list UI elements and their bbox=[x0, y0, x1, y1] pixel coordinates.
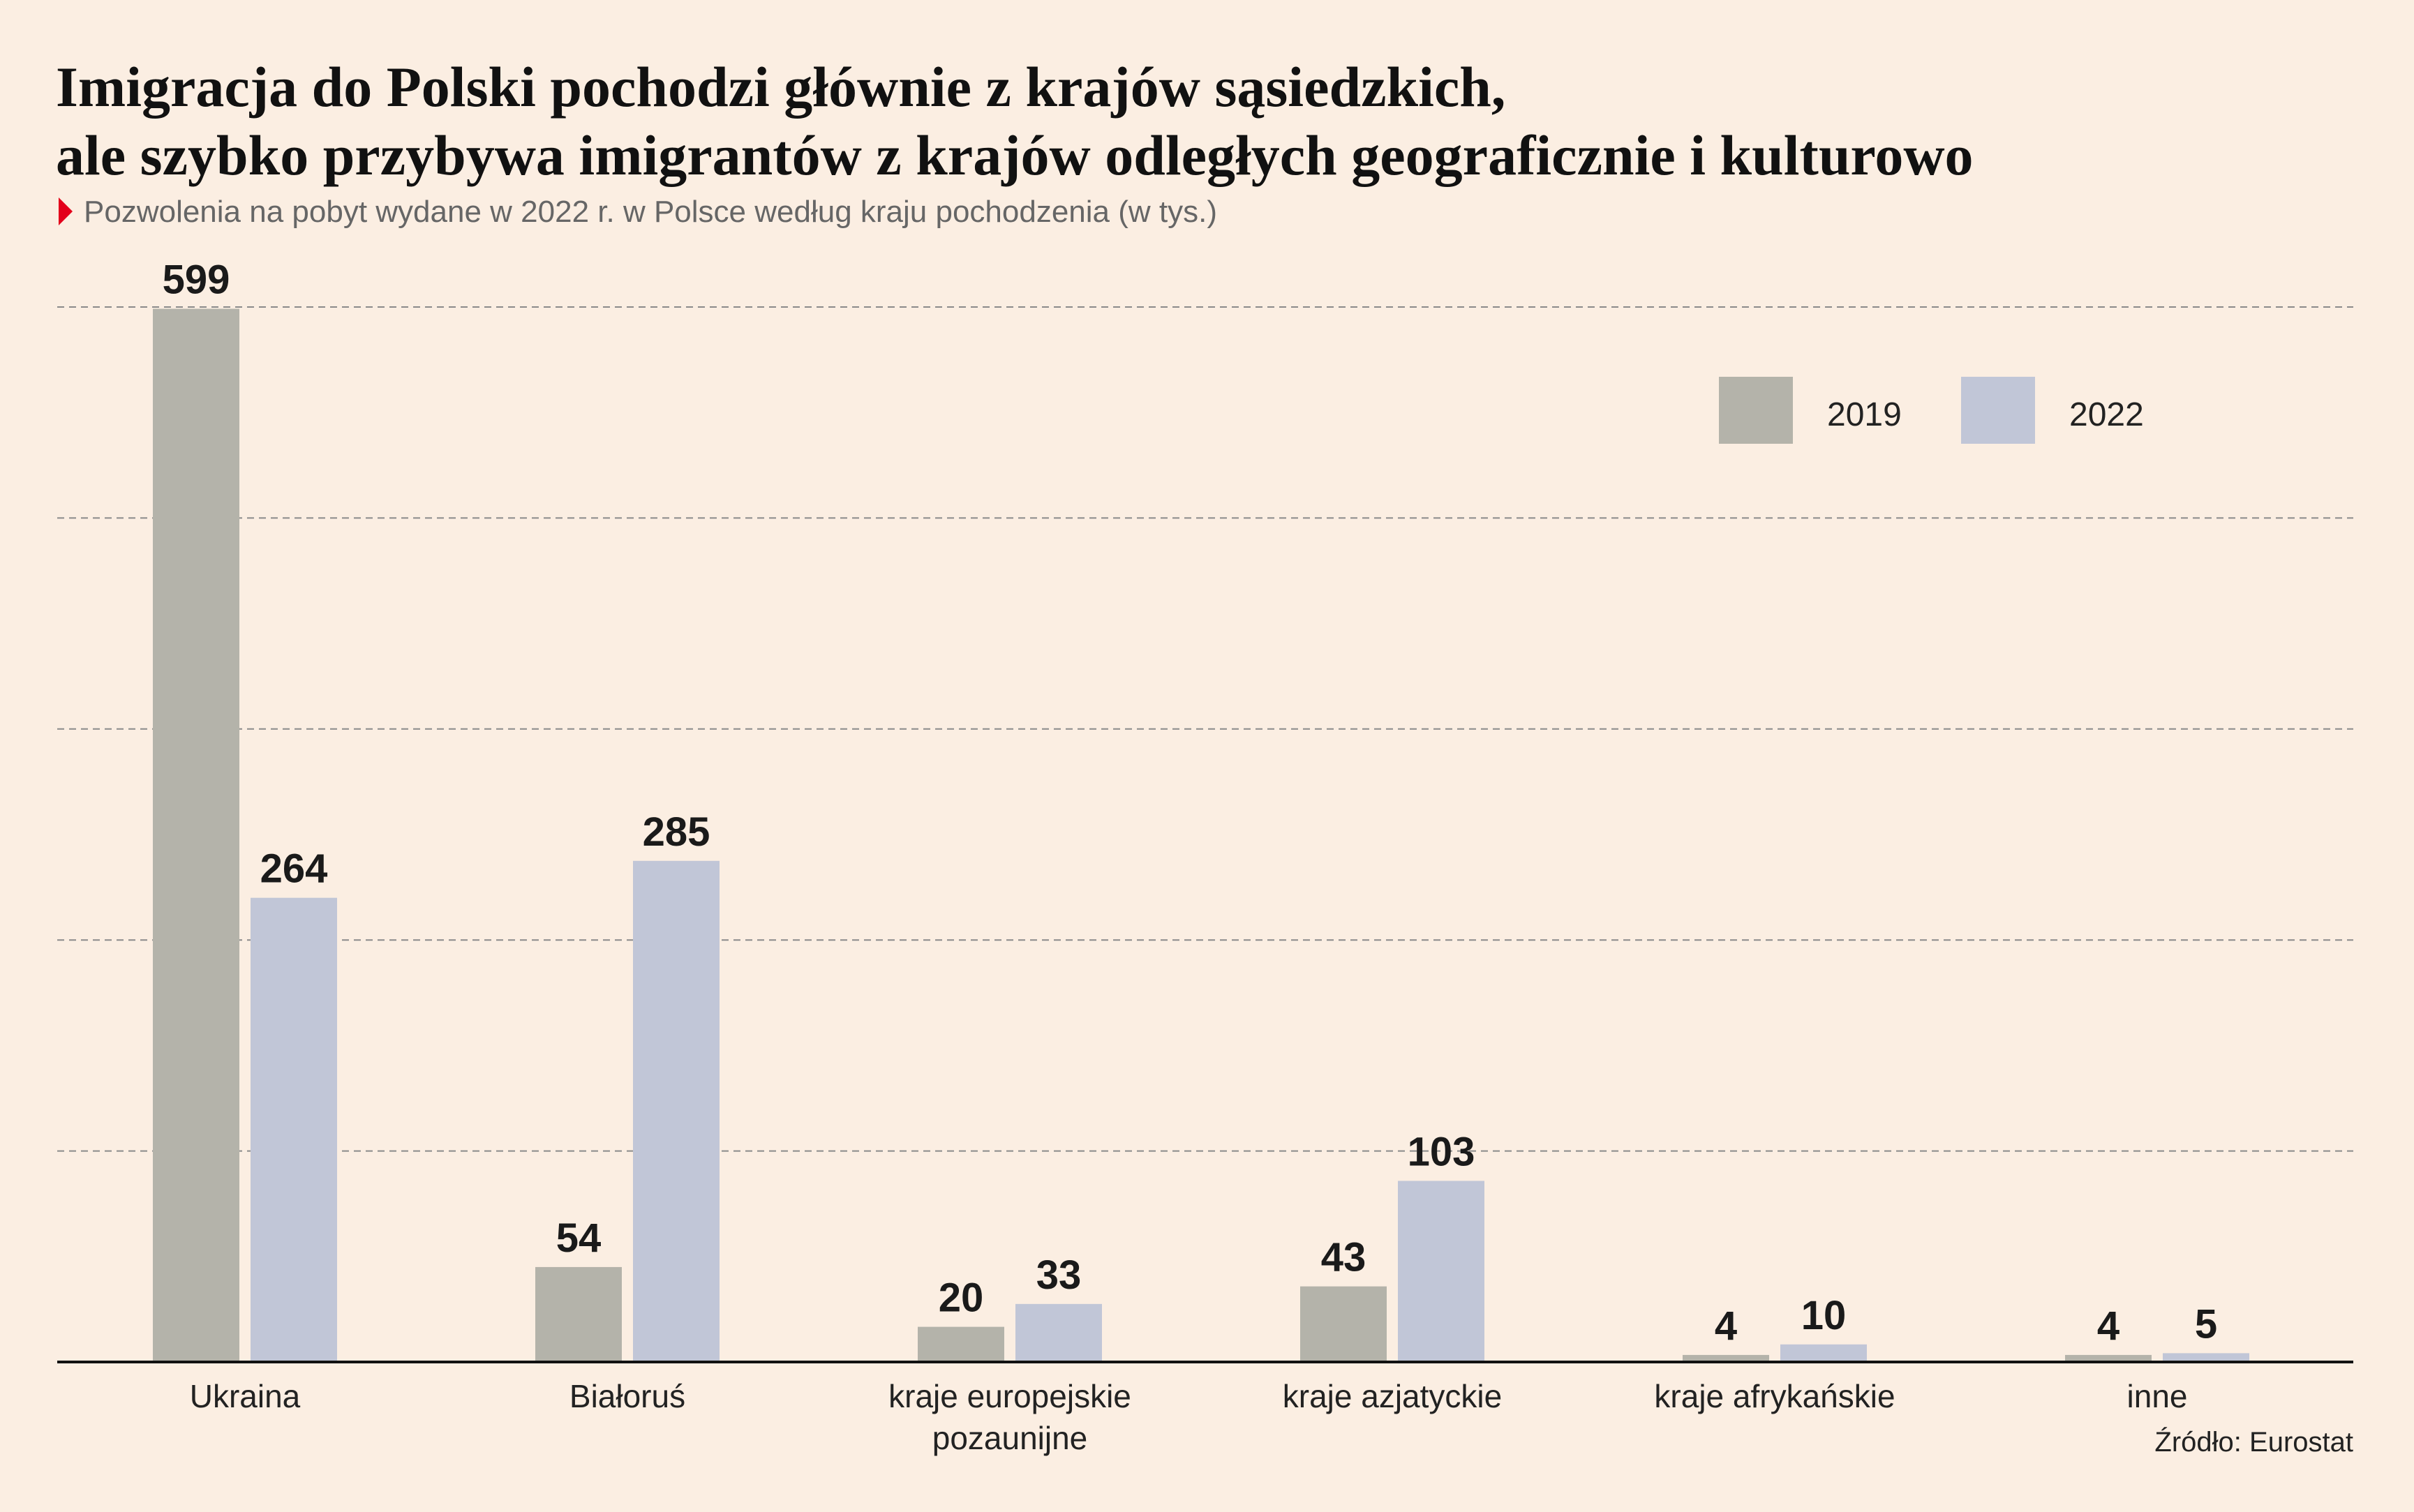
category-labels: Ukraina Białoruś kraje europejskie pozaunij… bbox=[190, 1378, 2188, 1456]
value-label-2019-4: 43 bbox=[1321, 1235, 1366, 1280]
value-label-2019-2: 54 bbox=[556, 1215, 602, 1261]
category-label-3-line-1: kraje europejskie bbox=[888, 1378, 1131, 1414]
bars bbox=[153, 308, 2249, 1362]
legend-label-2019: 2019 bbox=[1827, 396, 1902, 433]
bar-2019-4 bbox=[1300, 1286, 1387, 1362]
bar-2019-1 bbox=[153, 308, 239, 1362]
value-label-2022-4: 103 bbox=[1408, 1129, 1475, 1174]
chart-title-line-1: Imigracja do Polski pochodzi głównie z k… bbox=[56, 55, 1505, 119]
bar-2019-6 bbox=[2065, 1354, 2152, 1362]
category-label-2: Białoruś bbox=[569, 1378, 685, 1414]
value-label-2022-5: 10 bbox=[1801, 1293, 1847, 1338]
bar-2022-6 bbox=[2163, 1353, 2249, 1362]
legend-label-2022: 2022 bbox=[2069, 396, 2144, 433]
value-label-2022-2: 285 bbox=[643, 809, 710, 855]
legend: 2019 2022 bbox=[1719, 377, 2144, 444]
category-label-3-line-2: pozaunijne bbox=[932, 1420, 1088, 1456]
value-label-2022-1: 264 bbox=[260, 846, 328, 892]
category-label-6: inne bbox=[2127, 1378, 2188, 1414]
value-labels: 599 264 54 285 20 33 43 103 4 10 4 5 bbox=[163, 257, 2218, 1349]
category-label-5: kraje afrykańskie bbox=[1654, 1378, 1895, 1414]
bar-2019-2 bbox=[535, 1266, 622, 1362]
bar-2022-5 bbox=[1780, 1344, 1867, 1362]
value-label-2019-3: 20 bbox=[939, 1275, 984, 1321]
source-note: Źródło: Eurostat bbox=[2154, 1426, 2353, 1458]
legend-swatch-2022 bbox=[1961, 377, 2035, 444]
gridlines bbox=[57, 306, 2353, 1152]
category-label-4: kraje azjatyckie bbox=[1283, 1378, 1502, 1414]
bar-2022-4 bbox=[1398, 1181, 1484, 1362]
legend-swatch-2019 bbox=[1719, 377, 1793, 444]
value-label-2019-6: 4 bbox=[2097, 1303, 2119, 1349]
category-label-1: Ukraina bbox=[190, 1378, 301, 1414]
value-label-2022-3: 33 bbox=[1036, 1252, 1082, 1298]
bar-2022-3 bbox=[1015, 1303, 1102, 1362]
value-label-2022-6: 5 bbox=[2195, 1301, 2217, 1347]
chart-subtitle: Pozwolenia na pobyt wydane w 2022 r. w P… bbox=[84, 195, 1217, 229]
bar-2019-5 bbox=[1683, 1354, 1769, 1362]
bar-2022-2 bbox=[633, 860, 720, 1362]
value-label-2019-1: 599 bbox=[163, 257, 230, 303]
chart-title-line-2: ale szybko przybywa imigrantów z krajów … bbox=[56, 123, 1974, 187]
subtitle-marker bbox=[59, 197, 73, 225]
value-label-2019-5: 4 bbox=[1715, 1303, 1737, 1349]
bar-2019-3 bbox=[918, 1326, 1004, 1362]
bar-2022-1 bbox=[251, 897, 337, 1362]
